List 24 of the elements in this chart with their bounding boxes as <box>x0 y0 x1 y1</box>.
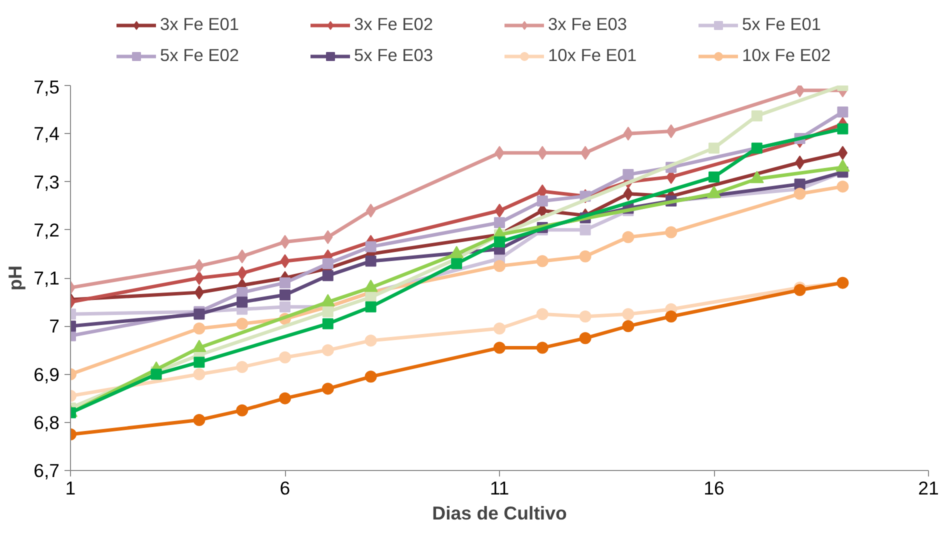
legend-label: 10x Fe E01 <box>548 45 638 66</box>
y-tick-label: 7 <box>49 316 60 337</box>
legend-label: 3x Fe E02 <box>354 14 434 35</box>
y-tick-label: 6,9 <box>34 364 60 385</box>
x-tick-label: 11 <box>490 478 510 498</box>
legend-label: 5x Fe E02 <box>160 45 240 66</box>
y-tick-label: 6,8 <box>34 412 60 433</box>
y-tick-label: 7,3 <box>34 171 60 192</box>
x-tick-label: 6 <box>280 478 290 498</box>
x-tick-label: 21 <box>918 478 939 498</box>
y-tick-label: 7,5 <box>34 76 60 98</box>
legend-label: 10x Fe E02 <box>742 45 832 66</box>
legend-label: 3x Fe E01 <box>160 14 240 35</box>
x-axis-title: Dias de Cultivo <box>432 502 567 524</box>
x-tick-label: 16 <box>704 478 724 498</box>
legend-label: 5x Fe E01 <box>742 14 822 35</box>
y-tick-label: 7,4 <box>34 123 60 144</box>
y-axis-title: pH <box>4 266 26 290</box>
legend-label: 3x Fe E03 <box>548 14 628 35</box>
y-tick-label: 7,2 <box>34 219 60 240</box>
y-tick-label: 6,7 <box>34 460 60 481</box>
legend-label: 5x Fe E03 <box>354 45 434 66</box>
x-tick-label: 1 <box>65 478 76 498</box>
y-tick-label: 7,1 <box>34 268 60 288</box>
